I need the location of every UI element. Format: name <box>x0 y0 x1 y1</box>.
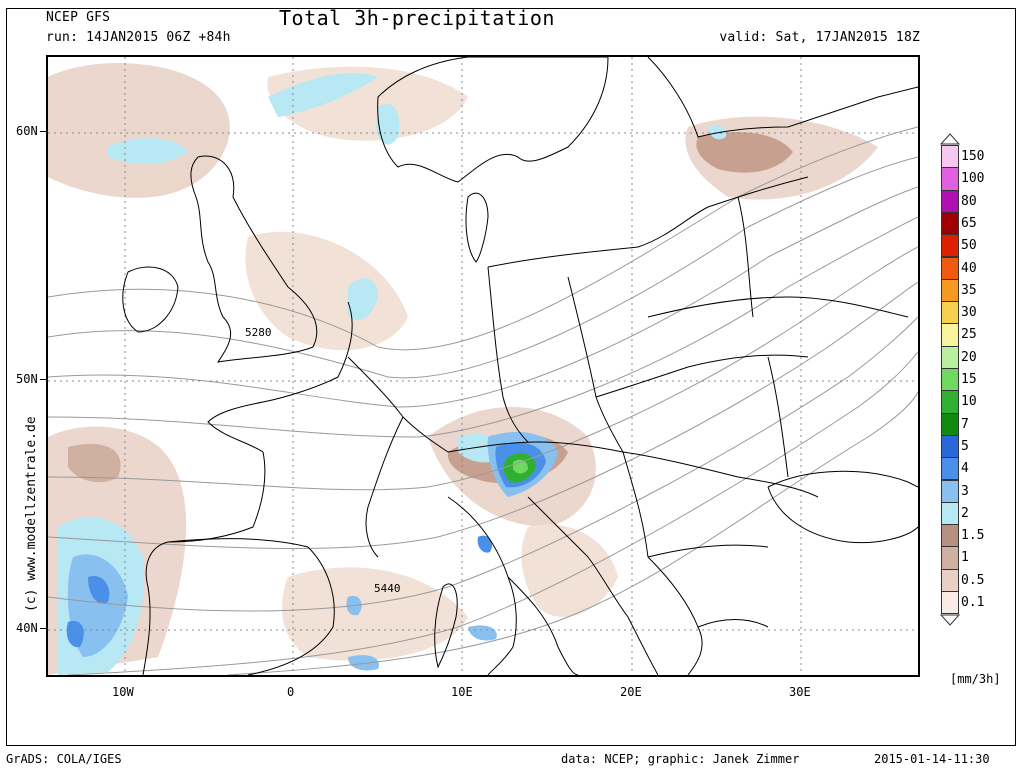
watermark: (c) www.modellzentrale.de <box>24 416 39 612</box>
lat-label-60n: 60N <box>16 124 38 138</box>
legend-label: 3 <box>961 483 969 499</box>
legend-swatch <box>941 479 959 503</box>
legend-swatch <box>941 301 959 325</box>
chart-title: Total 3h-precipitation <box>279 6 555 30</box>
legend-swatch <box>941 145 959 169</box>
legend-label: 50 <box>961 238 977 254</box>
footer-timestamp: 2015-01-14-11:30 <box>874 752 990 766</box>
legend-swatch <box>941 568 959 592</box>
lon-label-10e: 10E <box>451 685 473 699</box>
legend-top-arrow <box>940 133 960 145</box>
valid-time: valid: Sat, 17JAN2015 18Z <box>719 30 920 45</box>
legend-label: 7 <box>961 416 969 432</box>
lon-label-10w: 10W <box>112 685 134 699</box>
model-name: NCEP GFS <box>46 10 111 25</box>
legend-label: 40 <box>961 260 977 276</box>
legend-label: 30 <box>961 305 977 321</box>
legend-label: 150 <box>961 149 985 164</box>
map-canvas: 5280 5440 <box>48 57 918 675</box>
legend-label: 0.1 <box>961 595 985 610</box>
legend-swatch <box>941 546 959 570</box>
lon-label-0: 0 <box>287 685 295 699</box>
legend-swatch <box>941 501 959 526</box>
legend-swatch <box>941 256 959 280</box>
lon-label-30e: 30E <box>789 685 811 699</box>
legend-swatch <box>941 167 959 191</box>
legend-swatch <box>941 412 959 436</box>
lat-tick <box>40 131 46 132</box>
legend-swatch <box>941 345 959 369</box>
legend-swatch <box>941 278 959 303</box>
graticule <box>48 57 918 675</box>
legend-label: 80 <box>961 193 977 209</box>
legend-swatch <box>941 457 959 481</box>
contour-label-5280: 5280 <box>245 326 272 339</box>
lon-label-20e: 20E <box>620 685 642 699</box>
legend-label: 15 <box>961 372 977 387</box>
lat-label-40n: 40N <box>16 621 38 635</box>
borders <box>347 196 909 558</box>
legend-swatch <box>941 434 959 459</box>
contour-label-5440: 5440 <box>374 582 401 595</box>
lat-tick <box>40 379 46 380</box>
footer-data-credit: data: NCEP; graphic: Janek Zimmer <box>561 752 800 766</box>
legend-label: 1.5 <box>961 528 985 544</box>
legend-swatch <box>941 591 959 615</box>
legend-swatch <box>941 323 959 347</box>
coastlines <box>122 57 918 675</box>
lat-label-50n: 50N <box>16 372 38 386</box>
legend-swatch <box>941 368 959 392</box>
footer-grads: GrADS: COLA/IGES <box>6 752 122 766</box>
legend-label: 100 <box>961 171 985 187</box>
legend-swatch <box>941 189 959 213</box>
lat-tick <box>40 628 46 629</box>
legend-label: 20 <box>961 349 977 365</box>
legend-label: 25 <box>961 327 977 343</box>
legend-label: 1 <box>961 550 969 566</box>
legend-swatch <box>941 390 959 414</box>
legend-label: 5 <box>961 438 969 454</box>
legend-swatch <box>941 524 959 548</box>
legend-swatch <box>941 234 959 258</box>
height-contours <box>48 126 918 675</box>
legend-label: 0.5 <box>961 572 985 588</box>
run-info: run: 14JAN2015 06Z +84h <box>46 30 231 45</box>
precipitation-map: 5280 5440 <box>46 55 920 677</box>
legend-label: 10 <box>961 394 977 410</box>
legend-label: 35 <box>961 282 977 298</box>
legend-label: 2 <box>961 505 969 521</box>
legend-unit: [mm/3h] <box>950 672 1001 686</box>
legend-swatch <box>941 211 959 236</box>
legend-label: 4 <box>961 461 969 477</box>
legend-bottom-arrow <box>940 614 960 626</box>
legend-label: 65 <box>961 215 977 231</box>
